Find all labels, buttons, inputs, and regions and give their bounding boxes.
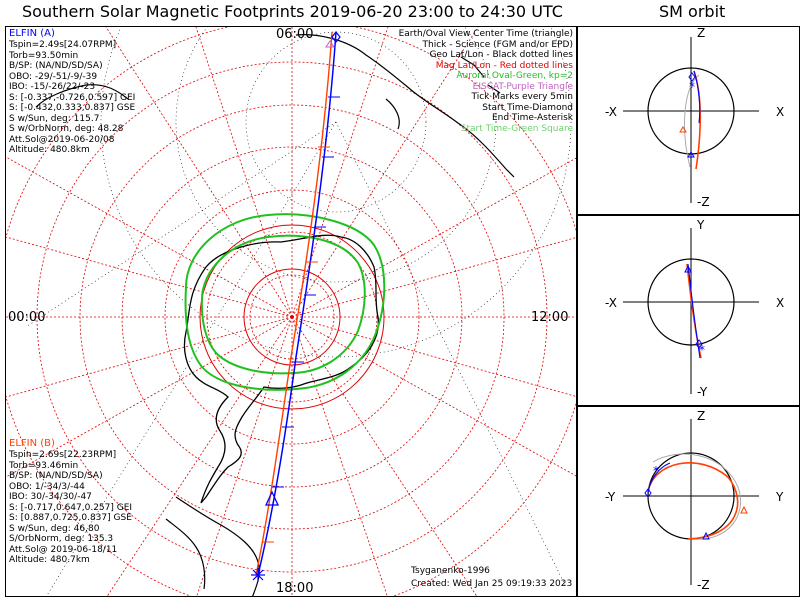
end-asterisk xyxy=(251,568,265,582)
elfin-b-line: Torb=93.46min xyxy=(9,460,79,471)
elfin-a-line: S w/OrbNorm, deg: 48.28 xyxy=(9,124,124,134)
elfin-a-line: Att.Sol@2019-06-20/08 xyxy=(9,134,115,145)
legend-line: Earth/Oval View Center Time (triangle) xyxy=(398,29,573,39)
footprint-map-panel: 06:00 00:00 12:00 18:00 Earth/Oval View … xyxy=(5,26,577,597)
footprint-map xyxy=(6,27,576,596)
elfin-a-info: ELFIN (A) Tspin=2.49s[24.07RPM] Torb=93.… xyxy=(9,28,135,156)
elfin-b-line: S: [-0.717,0.647,0.257] GEI xyxy=(9,502,133,513)
elfin-a-line: S w/Sun, deg: 115.7 xyxy=(9,113,100,124)
eiscat-triangle xyxy=(325,40,335,48)
geo-grid xyxy=(25,27,572,596)
elfin-b-line: S: [0.887,0.725,0.837] GSE xyxy=(9,513,132,523)
elfin-b-line: Tspin=2.69s[22.23RPM] xyxy=(9,450,117,460)
new-zealand-coastline xyxy=(460,56,501,94)
mag-inner-circles xyxy=(199,224,385,410)
africa-coastline xyxy=(35,84,129,108)
time-label-right: 12:00 xyxy=(531,310,569,325)
legend-line: Start Time-Green Square xyxy=(460,123,573,134)
elfin-a-line: OBO: -29/-51/-9/-39 xyxy=(9,71,98,82)
south-america-coastline xyxy=(165,496,260,596)
elfin-a-line: S: [-0.432,0.333,0.837] GSE xyxy=(9,103,136,113)
legend-line: Thick - Science (FGM and/or EPD) xyxy=(422,39,573,50)
orbit-panel-yz: * Z -Z -Y Y xyxy=(577,406,800,597)
axis-right: X xyxy=(776,296,785,310)
orbit-plot-xy: * xyxy=(623,228,759,394)
elfin-b-line: Att.Sol@ 2019-06-18/11 xyxy=(9,544,118,555)
axis-bottom: -Y xyxy=(697,385,708,399)
legend-line: Auroral Oval-Green, kp=2 xyxy=(456,71,573,81)
elfin-b-track xyxy=(255,31,333,576)
orbit-panel-xz: * Z -Z -X X xyxy=(577,26,800,215)
track-ticks xyxy=(272,96,340,488)
svg-text:*: * xyxy=(689,80,695,94)
legend-line: Start Time-Diamond xyxy=(482,102,573,113)
axis-left: -X xyxy=(605,296,617,310)
elfin-a-name: ELFIN (A) xyxy=(9,28,55,39)
elfin-a-line: S: [-0.337,-0.726,0.597] GEI xyxy=(9,92,136,103)
elfin-b-line: B/SP: (NA/ND/SD/SA) xyxy=(9,471,103,481)
australia-coastline xyxy=(295,34,515,178)
elfin-b-line: OBO: 1/-34/3/-44 xyxy=(9,481,85,492)
elfin-a-line: B/SP: (NA/ND/SD/SA) xyxy=(9,61,103,71)
axis-bottom: -Z xyxy=(697,195,710,209)
axis-left: -Y xyxy=(605,490,616,504)
svg-text:*: * xyxy=(653,464,659,478)
created-label: Created: Wed Jan 25 09:19:33 2023 xyxy=(411,579,573,589)
time-label-bottom: 18:00 xyxy=(276,581,314,596)
orbit-plot-yz: * xyxy=(623,419,759,585)
elfin-b-line: IBO: 30/-34/30/-47 xyxy=(9,492,92,502)
track-ticks-b xyxy=(262,146,330,543)
legend-line: Tick Marks every 5min xyxy=(471,92,573,102)
elfin-a-line: Tspin=2.49s[24.07RPM] xyxy=(9,40,117,50)
time-label-top: 06:00 xyxy=(276,27,314,42)
map-legend: Earth/Oval View Center Time (triangle) T… xyxy=(399,29,573,134)
axis-right: X xyxy=(776,105,785,119)
elfin-b-line: Altitude: 480.7km xyxy=(9,555,90,565)
axis-left: -X xyxy=(605,105,617,119)
main-title: Southern Solar Magnetic Footprints 2019-… xyxy=(22,2,563,21)
elfin-b-line: S/OrbNorm, deg: 135.3 xyxy=(9,534,114,544)
legend-line: Mag Lat/Lon - Red dotted lines xyxy=(435,60,573,71)
axis-bottom: -Z xyxy=(697,578,710,592)
time-label-left: 00:00 xyxy=(8,310,46,325)
orbit-title: SM orbit xyxy=(659,2,726,21)
elfin-a-line: Altitude: 480.8km xyxy=(9,145,90,155)
orbit-plot-xz: * xyxy=(623,37,759,203)
elfin-b-name: ELFIN (B) xyxy=(9,438,55,449)
elfin-b-info: ELFIN (B) Tspin=2.69s[22.23RPM] Torb=93.… xyxy=(9,438,132,566)
mag-grid xyxy=(6,27,576,596)
axis-top: Y xyxy=(697,218,705,232)
elfin-a-line: IBO: -15/-26/22/-23 xyxy=(9,82,96,92)
elfin-a-track xyxy=(257,31,337,576)
elfin-a-line: Torb=93.50min xyxy=(9,50,79,61)
start-diamond xyxy=(331,31,341,43)
legend-line: Geo Lat/Lon - Black dotted lines xyxy=(429,50,573,60)
orbit-panel-xy: * Y -Y -X X xyxy=(577,215,800,406)
axis-right: Y xyxy=(776,490,784,504)
antarctica-coastline xyxy=(183,234,379,504)
axis-top: Z xyxy=(697,26,706,40)
auroral-oval xyxy=(184,213,386,391)
legend-line: EISCAT-Purple Triangle xyxy=(472,81,573,92)
elfin-b-line: S w/Sun, deg: 46.80 xyxy=(9,523,100,534)
model-label: Tsyganenko-1996 xyxy=(411,566,490,576)
axis-top: Z xyxy=(697,409,706,423)
view-center-triangle xyxy=(264,490,280,506)
svg-text:*: * xyxy=(699,343,705,357)
legend-line: End Time-Asterisk xyxy=(491,113,573,123)
